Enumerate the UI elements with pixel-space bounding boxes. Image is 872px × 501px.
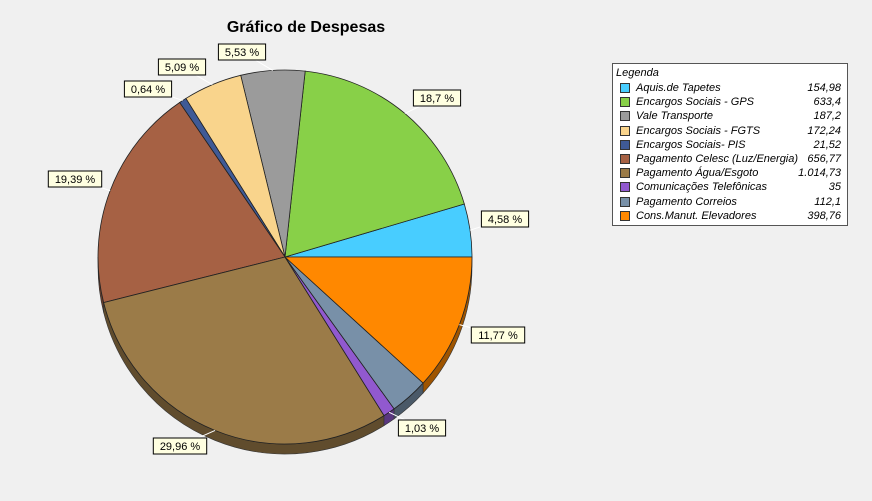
pie-pct-box-1 (412, 89, 462, 107)
pie-slice-1[interactable] (284, 70, 465, 258)
pie-slices (97, 69, 473, 445)
legend-swatch (620, 97, 630, 108)
legend-swatch (620, 125, 630, 136)
pie-pct-text-4: 0,64 % (131, 84, 165, 96)
legend-swatch (620, 168, 630, 179)
pie-pct-text-2: 5,53 % (225, 47, 259, 59)
pie-pct-box-7 (397, 419, 447, 437)
legend: Legenda Aquis.de Tapetes 154,98 Encargos S… (612, 63, 848, 226)
legend-item: Pagamento Celesc (Luz/Energia) 656,77 (616, 152, 841, 166)
legend-swatch (620, 111, 630, 122)
pie-pct-text-1: 18,7 % (420, 93, 454, 105)
chart-title: Gráfico de Despesas (227, 19, 385, 36)
legend-item: Encargos Sociais - GPS 633,4 (616, 95, 841, 109)
legend-item-name: Encargos Sociais - FGTS (636, 124, 761, 137)
legend-rows: Aquis.de Tapetes 154,98 Encargos Sociais -… (616, 81, 841, 223)
pie-pct-label-4: 0,64 % (123, 80, 173, 98)
legend-item-name: Pagamento Correios (636, 195, 737, 208)
legend-item-value: 187,2 (813, 110, 841, 123)
legend-item: Pagamento Correios 112,1 (616, 195, 841, 209)
legend-item-name: Aquis.de Tapetes (636, 82, 721, 94)
pie-pct-text-3: 5,09 % (165, 62, 199, 74)
pie-pct-label-0: 4,58 % (480, 210, 530, 228)
legend-swatch (620, 83, 630, 94)
pie-labels: 4,58 % 18,7 % 5,53 % 5,09 %0,64 % 19,39 % 29,… (47, 43, 530, 455)
legend-item: Cons.Manut. Elevadores 398,76 (616, 209, 841, 223)
legend-item: Encargos Sociais- PIS 21,52 (616, 138, 841, 152)
legend-swatch (620, 182, 630, 193)
pie-pct-text-0: 4,58 % (488, 214, 522, 226)
legend-item-name: Encargos Sociais - GPS (636, 96, 754, 109)
pie-pct-label-2: 5,53 % (217, 43, 267, 61)
legend-item-value: 1.014,73 (798, 167, 841, 180)
legend-item-value: 21,52 (813, 138, 841, 151)
pie-slice-9[interactable] (283, 256, 473, 384)
legend-item: Vale Transporte 187,2 (616, 109, 841, 123)
pie-pct-text-9: 11,77 % (478, 330, 518, 342)
pie-pct-box-3 (157, 58, 207, 76)
pie-pct-box-4 (123, 80, 173, 98)
pie-pct-box-6 (152, 437, 208, 455)
legend-item-value: 656,77 (807, 152, 841, 165)
pie-pct-box-0 (480, 210, 530, 228)
legend-item-value: 398,76 (807, 209, 841, 222)
pie-slice-5[interactable] (97, 101, 286, 304)
legend-title: Legenda (616, 67, 659, 79)
pie-pct-label-6: 29,96 % (152, 437, 208, 455)
pie-pct-box-9 (470, 326, 526, 344)
pie-pct-box-2 (217, 43, 267, 61)
legend-item-value: 633,4 (813, 96, 841, 109)
legend-item: Pagamento Água/Esgoto 1.014,73 (616, 166, 841, 180)
legend-item-value: 154,98 (807, 82, 841, 94)
pie-pct-text-6: 29,96 % (160, 441, 201, 453)
legend-item-name: Pagamento Água/Esgoto (636, 167, 759, 180)
pie-pct-box-5 (47, 170, 103, 188)
pie-pct-label-7: 1,03 % (397, 419, 447, 437)
legend-swatch (620, 210, 630, 221)
pie-pct-label-9: 11,77 % (470, 326, 526, 344)
legend-item-value: 112,1 (814, 195, 841, 208)
legend-item: Comunicações Telefônicas 35 (616, 180, 841, 194)
legend-item: Encargos Sociais - FGTS 172,24 (616, 124, 841, 138)
legend-item-value: 35 (828, 181, 841, 194)
pie-pct-text-7: 1,03 % (405, 423, 439, 435)
legend-item-name: Encargos Sociais- PIS (636, 138, 746, 151)
pie-pct-label-1: 18,7 % (412, 89, 462, 107)
pie-pct-text-5: 19,39 % (55, 174, 96, 186)
legend-item-name: Vale Transporte (636, 110, 714, 123)
legend-swatch (620, 139, 630, 150)
legend-item-name: Cons.Manut. Elevadores (636, 209, 757, 222)
legend-swatch (620, 154, 630, 165)
pie-pct-label-3: 5,09 % (157, 58, 207, 76)
legend-item-name: Pagamento Celesc (Luz/Energia) (636, 152, 799, 165)
pie-pct-label-5: 19,39 % (47, 170, 103, 188)
legend-swatch (620, 196, 630, 207)
legend-item-value: 172,24 (807, 124, 841, 137)
legend-item: Aquis.de Tapetes 154,98 (616, 81, 841, 95)
legend-item-name: Comunicações Telefônicas (636, 181, 768, 194)
